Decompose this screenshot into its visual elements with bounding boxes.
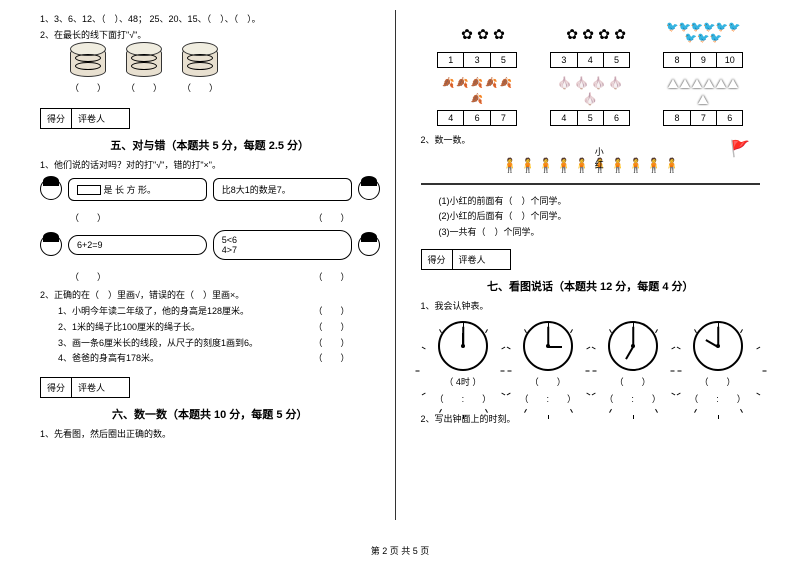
section5-title: 五、对与错（本题共 5 分，每题 2.5 分） — [40, 137, 380, 153]
q-count2: 2、数一数。 — [421, 134, 761, 147]
flag-icon: 🚩 — [730, 139, 750, 159]
paren: （ ） — [182, 81, 218, 94]
bubble-row-2: 6+2=9 5<64>7 — [40, 230, 380, 260]
item: 1、小明今年读二年级了，他的身高是128厘米。 — [58, 305, 249, 318]
paren: （ ） — [313, 352, 349, 365]
queue-q2: (2)小红的后面有（ ）个同学。 — [439, 210, 761, 223]
clock-row: （ 4时 ） （ : ） （ ） （ : ） （ ） （ : ） （ ） （ :… — [421, 321, 761, 405]
clock-sub: （ : ） — [435, 392, 492, 405]
clock-sub: （ : ） — [520, 392, 577, 405]
paren: （ ） — [70, 211, 106, 224]
face-icon — [40, 234, 62, 256]
speech-bubble: 6+2=9 — [68, 235, 207, 255]
score-cell: 得分 — [41, 378, 72, 397]
grader-cell: 评卷人 — [72, 378, 111, 397]
flowers-icon — [437, 18, 517, 48]
count-row-1: 135 345 🐦🐦🐦🐦🐦🐦🐦🐦🐦 8910 — [421, 18, 761, 68]
num-box: 135 — [437, 52, 517, 68]
num-box: 467 — [437, 110, 517, 126]
paren: （ ） — [70, 270, 106, 283]
num-box: 456 — [550, 110, 630, 126]
clock-sub: （ : ） — [604, 392, 661, 405]
sub-list: 1、小明今年读二年级了，他的身高是128厘米。 （ ） 2、1米的绳子比100厘米… — [58, 305, 380, 364]
clock-label: （ ） — [604, 375, 661, 388]
paren: （ ） — [313, 270, 349, 283]
clock-label: （ ） — [520, 375, 577, 388]
speech-bubble: 5<64>7 — [213, 230, 352, 260]
q1-sequence: 1、3、6、12、（ ）、48； 25、20、15、（ ）、（ ）。 — [40, 13, 380, 26]
flowers-icon — [550, 18, 630, 48]
section6-title: 六、数一数（本题共 10 分，每题 5 分） — [40, 406, 380, 422]
section7-title: 七、看图说话（本题共 12 分，每题 4 分） — [421, 278, 761, 294]
queue-q1: (1)小红的前面有（ ）个同学。 — [439, 195, 761, 208]
item: 2、1米的绳子比100厘米的绳子长。 — [58, 321, 200, 334]
bubble-text: 是 长 方 形。 — [104, 185, 157, 195]
paren: （ ） — [313, 321, 349, 334]
q5-1: 1、他们说的话对吗？对的打"√"，错的打"×"。 — [40, 159, 380, 172]
q7-1: 1、我会认钟表。 — [421, 300, 761, 313]
paren: （ ） — [313, 211, 349, 224]
grader-cell: 评卷人 — [72, 109, 111, 128]
xiaohong-label: 小红 — [591, 145, 607, 171]
score-table: 得分 评卷人 — [40, 377, 130, 398]
face-icon — [358, 234, 380, 256]
score-table: 得分 评卷人 — [421, 249, 511, 270]
paren: （ ） — [313, 337, 349, 350]
grader-cell: 评卷人 — [453, 250, 492, 269]
rect-icon — [77, 185, 101, 195]
q6-1: 1、先看图，然后圈出正确的数。 — [40, 428, 380, 441]
score-cell: 得分 — [41, 109, 72, 128]
speech-bubble: 是 长 方 形。 — [68, 178, 207, 201]
clock-icon — [693, 321, 743, 371]
paren: （ ） — [126, 81, 162, 94]
garlic-icon — [550, 76, 630, 106]
count-row-2: 467 456 876 — [421, 76, 761, 126]
speech-bubble: 比8大1的数是7。 — [213, 178, 352, 201]
num-box: 345 — [550, 52, 630, 68]
q2-text: 2、在最长的线下面打"√"。 — [40, 29, 380, 42]
paren: （ ） — [70, 81, 106, 94]
queue-figure: 🧍🧍🧍🧍🧍 小红🧍 🧍🧍🧍🧍 🚩 — [421, 157, 761, 185]
item: 4、爸爸的身高有178米。 — [58, 352, 159, 365]
score-cell: 得分 — [422, 250, 453, 269]
clock-icon — [608, 321, 658, 371]
clock-icon — [523, 321, 573, 371]
q5-2: 2、正确的在（ ）里画√，错误的在（ ）里画×。 — [40, 289, 380, 302]
score-table: 得分 评卷人 — [40, 108, 130, 129]
triangles-icon — [663, 76, 743, 106]
clock-label: （ ） — [689, 375, 746, 388]
num-box: 876 — [663, 110, 743, 126]
page-footer: 第 2 页 共 5 页 — [0, 544, 800, 557]
q7-2: 2、写出钟面上的时刻。 — [421, 413, 761, 426]
clock-sub: （ : ） — [689, 392, 746, 405]
face-icon — [358, 178, 380, 200]
face-icon — [40, 178, 62, 200]
clock-label: （ 4时 ） — [435, 375, 492, 388]
cylinder-row: （ ） （ ） （ ） — [40, 47, 380, 94]
item: 3、画一条6厘米长的线段，从尺子的刻度1画到6。 — [58, 337, 258, 350]
clock-icon — [438, 321, 488, 371]
bubble-row-1: 是 长 方 形。 比8大1的数是7。 — [40, 178, 380, 201]
num-box: 8910 — [663, 52, 743, 68]
birds-icon: 🐦🐦🐦🐦🐦🐦🐦🐦🐦 — [663, 18, 743, 48]
leaves-icon — [437, 76, 517, 106]
queue-q3: (3)一共有（ ）个同学。 — [439, 226, 761, 239]
paren: （ ） — [313, 305, 349, 318]
